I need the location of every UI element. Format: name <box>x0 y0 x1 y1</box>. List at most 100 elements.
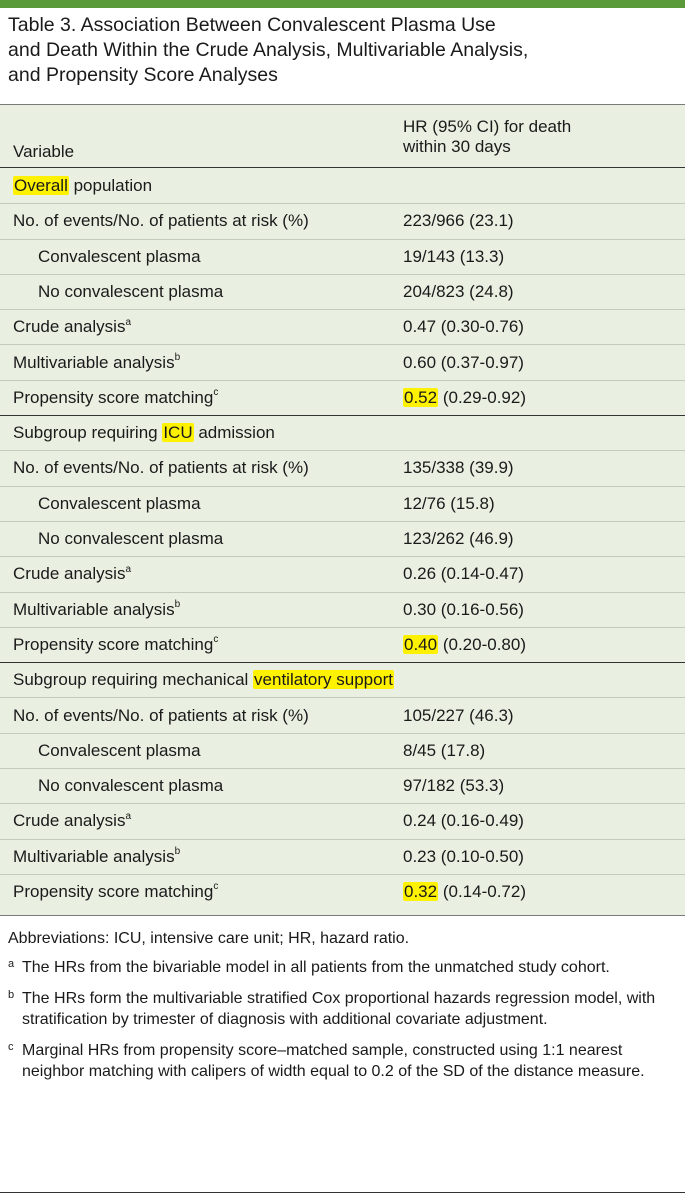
row-label-text: Convalescent plasma <box>38 246 201 266</box>
row-label-text: Crude analysis <box>13 811 126 831</box>
row-value-text: 0.30 (0.16-0.56) <box>403 599 524 619</box>
row-label: No. of events/No. of patients at risk (%… <box>13 211 309 231</box>
row-label-highlight: Overall <box>13 176 69 195</box>
row-label: Propensity score matchingc <box>13 388 218 408</box>
footnote-marker: c <box>213 387 219 399</box>
row-value-text: 105/227 (46.3) <box>403 705 514 725</box>
table-row: Crude analysisa 0.26 (0.14-0.47) <box>0 556 685 593</box>
row-value-text: 223/966 (23.1) <box>403 211 514 231</box>
table-row: Convalescent plasma 19/143 (13.3) <box>0 239 685 275</box>
row-value: 19/143 (13.3) <box>403 247 504 267</box>
table-row: Propensity score matchingc 0.40 (0.20-0.8… <box>0 627 685 664</box>
table-row: No convalescent plasma 123/262 (46.9) <box>0 521 685 558</box>
table-row: No convalescent plasma 204/823 (24.8) <box>0 274 685 311</box>
row-label-text: Propensity score matching <box>13 387 214 407</box>
row-value: 0.40 (0.20-0.80) <box>403 634 526 655</box>
abbreviations-note: Abbreviations: ICU, intensive care unit;… <box>8 930 410 947</box>
row-label-text: Multivariable analysis <box>13 599 175 619</box>
row-value-text: (0.20-0.80) <box>442 634 526 654</box>
table-row: Multivariable analysisb 0.23 (0.10-0.50) <box>0 839 685 875</box>
row-label: Multivariable analysisb <box>13 598 181 620</box>
row-value-text: 19/143 (13.3) <box>403 246 505 266</box>
table-row: Convalescent plasma 8/45 (17.8) <box>0 733 685 770</box>
table-row: Overall population <box>0 168 685 205</box>
table-row: Crude analysisa 0.24 (0.16-0.49) <box>0 803 685 840</box>
row-value-text: 0.23 (0.10-0.50) <box>403 846 524 866</box>
row-value-text: (0.29-0.92) <box>442 387 526 407</box>
row-value: 8/45 (17.8) <box>403 741 485 761</box>
row-label: Convalescent plasma <box>38 494 201 514</box>
table-row: Crude analysisa 0.47 (0.30-0.76) <box>0 309 685 346</box>
row-label-text: Subgroup requiring mechanical <box>13 670 254 690</box>
row-label-text: No convalescent plasma <box>38 281 224 301</box>
row-label-text: No. of events/No. of patients at risk (%… <box>13 211 309 231</box>
row-label: No convalescent plasma <box>38 282 223 302</box>
footnote-mark: b <box>8 989 15 1001</box>
row-value-text: 97/182 (53.3) <box>403 776 505 796</box>
row-label-text: No convalescent plasma <box>38 529 224 548</box>
row-label-text: Crude analysis <box>13 317 126 337</box>
footnote-marker: b <box>174 351 181 363</box>
table-title: Table 3. Association Between Convalescen… <box>8 13 668 88</box>
row-label: Propensity score matchingc <box>13 882 218 902</box>
footnote-marker: a <box>125 810 132 822</box>
row-label: Subgroup requiring ICU admission <box>13 423 275 443</box>
table-title-line: and Death Within the Crude Analysis, Mul… <box>8 39 529 61</box>
row-label-text: admission <box>193 423 275 443</box>
row-label-text: Subgroup requiring <box>13 423 163 443</box>
row-value: 97/182 (53.3) <box>403 776 504 796</box>
row-label: Crude analysisa <box>13 564 131 584</box>
footnote: c Marginal HRs from propensity score–matc… <box>8 1040 676 1082</box>
column-header-hr-line: within 30 days <box>403 137 511 156</box>
row-value-text: 0.47 (0.30-0.76) <box>403 317 524 337</box>
row-value: 223/966 (23.1) <box>403 211 514 231</box>
row-label: Subgroup requiring mechanical ventilator… <box>13 670 394 690</box>
results-table: Variable HR (95% CI) for death within 30… <box>0 104 685 916</box>
row-value-text: 0.24 (0.16-0.49) <box>403 811 524 831</box>
table-row: Multivariable analysisb 0.60 (0.37-0.97) <box>0 345 685 381</box>
row-value: 135/338 (39.9) <box>403 458 514 478</box>
row-value: 0.60 (0.37-0.97) <box>403 353 524 373</box>
row-label-text: Multivariable analysis <box>13 352 175 372</box>
row-value: 0.26 (0.14-0.47) <box>403 564 524 584</box>
row-label-text: No. of events/No. of patients at risk (%… <box>13 458 309 478</box>
table-row: No. of events/No. of patients at risk (%… <box>0 698 685 734</box>
top-accent-bar <box>0 0 685 8</box>
table-row: No. of events/No. of patients at risk (%… <box>0 450 685 487</box>
row-value: 0.47 (0.30-0.76) <box>403 317 524 337</box>
footnote: b The HRs form the multivariable stratifi… <box>8 988 676 1030</box>
row-label: Multivariable analysisb <box>13 351 181 373</box>
row-label-text: Crude analysis <box>13 564 126 584</box>
footnote-text: The HRs form the multivariable stratifie… <box>22 990 656 1028</box>
row-value: 0.23 (0.10-0.50) <box>403 847 524 867</box>
row-label-text: Convalescent plasma <box>38 493 201 513</box>
row-value-text: 0.60 (0.37-0.97) <box>403 352 524 372</box>
row-label: Convalescent plasma <box>38 247 201 267</box>
bottom-rule <box>0 1192 685 1193</box>
row-label-text: Multivariable analysis <box>13 846 175 866</box>
footnote-marker: b <box>174 598 181 610</box>
row-value-text: 204/823 (24.8) <box>403 281 514 301</box>
row-label: No convalescent plasma <box>38 776 223 796</box>
table-row: Subgroup requiring mechanical ventilator… <box>0 662 685 699</box>
row-value-text: 8/45 (17.8) <box>403 740 486 760</box>
row-label: Crude analysisa <box>13 811 131 831</box>
footnote-mark: c <box>8 1041 14 1053</box>
row-value-text: 12/76 (15.8) <box>403 493 495 513</box>
row-value: 204/823 (24.8) <box>403 282 514 302</box>
row-value: 12/76 (15.8) <box>403 494 495 514</box>
footnote-text: Marginal HRs from propensity score–match… <box>22 1042 645 1080</box>
column-header-hr: HR (95% CI) for death within 30 days <box>403 117 663 157</box>
row-label-text: No convalescent plasma <box>38 776 224 796</box>
table-footnotes: Abbreviations: ICU, intensive care unit;… <box>8 928 676 1092</box>
row-value-highlight: 0.52 <box>403 387 439 407</box>
footnote: a The HRs from the bivariable model in al… <box>8 957 676 978</box>
table-title-line: Table 3. Association Between Convalescen… <box>8 14 496 36</box>
row-label: No. of events/No. of patients at risk (%… <box>13 458 309 478</box>
row-label-text: population <box>68 176 153 195</box>
table-row: Propensity score matchingc 0.52 (0.29-0.9… <box>0 380 685 417</box>
row-label: Crude analysisa <box>13 317 131 337</box>
row-value-highlight: 0.32 <box>403 882 439 901</box>
table-row: No convalescent plasma 97/182 (53.3) <box>0 768 685 805</box>
row-label-highlight: ventilatory support <box>253 670 394 690</box>
